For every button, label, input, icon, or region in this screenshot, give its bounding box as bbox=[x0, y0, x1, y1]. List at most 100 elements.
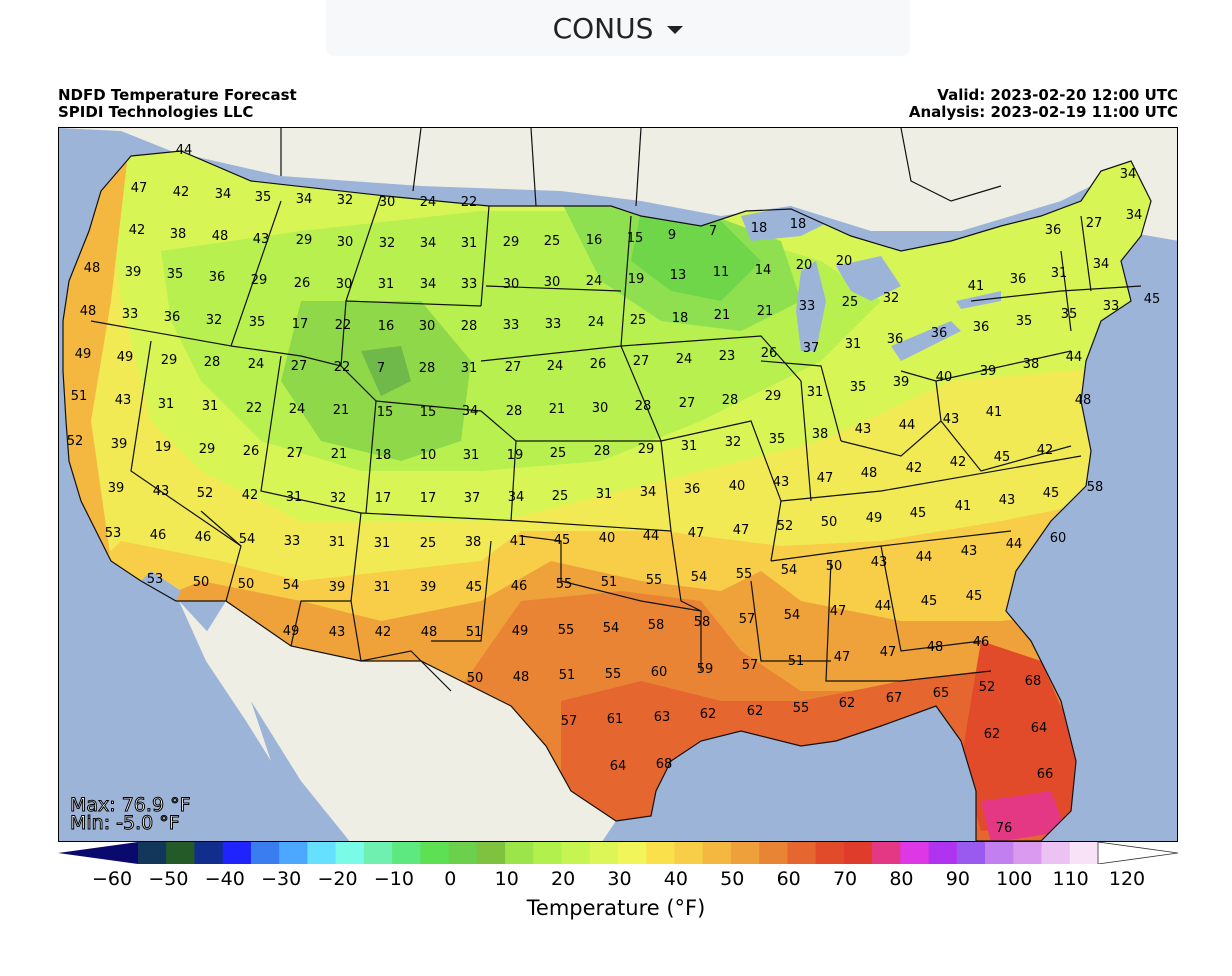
temperature-label: 18 bbox=[751, 221, 768, 236]
temperature-label: 30 bbox=[336, 277, 353, 292]
temperature-label: 28 bbox=[461, 319, 478, 334]
temperature-label: 20 bbox=[796, 258, 813, 273]
map-canvas: 44 47 42 34 35 34 32 30 24 22 42 38 48 43 29 30 32 34 31 29… bbox=[59, 128, 1177, 841]
temperature-label: 51 bbox=[788, 654, 805, 669]
temperature-label: 48 bbox=[421, 625, 438, 640]
colorbar-segment bbox=[250, 842, 280, 864]
temperature-label: 34 bbox=[215, 187, 232, 202]
temperature-label: 34 bbox=[1120, 167, 1137, 182]
temperature-label: 35 bbox=[850, 380, 867, 395]
temperature-label: 31 bbox=[202, 399, 219, 414]
temperature-label: 55 bbox=[793, 701, 810, 716]
analysis-time: Analysis: 2023-02-19 11:00 UTC bbox=[908, 103, 1178, 121]
region-selector[interactable]: CONUS bbox=[326, 0, 910, 56]
colorbar-segment bbox=[646, 842, 675, 864]
temperature-label: 46 bbox=[150, 528, 167, 543]
temperature-label: 44 bbox=[1066, 350, 1083, 365]
temperature-label: 55 bbox=[646, 573, 663, 588]
colorbar-tick-label: −30 bbox=[261, 868, 302, 890]
colorbar-segment bbox=[759, 842, 788, 864]
temperature-label: 25 bbox=[630, 313, 647, 328]
temperature-label: 16 bbox=[378, 319, 395, 334]
colorbar-segment bbox=[448, 842, 478, 864]
temperature-label: 38 bbox=[465, 535, 482, 550]
temperature-label: 7 bbox=[709, 224, 717, 239]
temperature-label: 53 bbox=[147, 572, 164, 587]
colorbar-max-extension bbox=[1097, 842, 1178, 864]
temperature-label: 21 bbox=[549, 402, 566, 417]
temperature-label: 51 bbox=[466, 625, 483, 640]
temperature-label: 27 bbox=[679, 396, 696, 411]
temperature-label: 36 bbox=[973, 320, 990, 335]
temperature-label: 41 bbox=[968, 279, 985, 294]
temperature-label: 25 bbox=[420, 536, 437, 551]
temperature-label: 55 bbox=[558, 623, 575, 638]
temperature-label: 57 bbox=[739, 612, 756, 627]
temperature-label: 23 bbox=[719, 349, 736, 364]
temperature-label: 44 bbox=[176, 143, 193, 158]
canada-land bbox=[59, 128, 1177, 241]
colorbar-tick-label: 80 bbox=[889, 868, 914, 890]
valid-time: Valid: 2023-02-20 12:00 UTC bbox=[937, 86, 1178, 104]
temperature-label: 38 bbox=[170, 227, 187, 242]
temperature-label: 36 bbox=[164, 310, 181, 325]
temperature-label: 48 bbox=[212, 229, 229, 244]
state-boundaries bbox=[62, 150, 1152, 841]
temperature-label: 30 bbox=[379, 195, 396, 210]
temperature-label: 29 bbox=[638, 442, 655, 457]
temperature-label: 54 bbox=[781, 563, 798, 578]
temperature-label: 47 bbox=[880, 645, 897, 660]
temperature-label: 67 bbox=[886, 691, 903, 706]
temperature-label: 34 bbox=[462, 404, 479, 419]
temperature-label: 15 bbox=[627, 231, 644, 246]
temperature-label: 68 bbox=[1025, 674, 1042, 689]
temperature-label: 39 bbox=[329, 580, 346, 595]
temperature-label: 31 bbox=[329, 535, 346, 550]
temperature-label: 31 bbox=[461, 361, 478, 376]
temperature-label: 33 bbox=[1103, 299, 1120, 314]
temperature-label: 33 bbox=[284, 534, 301, 549]
temperature-label: 43 bbox=[115, 393, 132, 408]
min-temperature: Min: -5.0 °F bbox=[70, 812, 181, 834]
temperature-label: 45 bbox=[466, 580, 483, 595]
temperature-label: 49 bbox=[866, 511, 883, 526]
temperature-label: 31 bbox=[374, 580, 391, 595]
temperature-label: 41 bbox=[955, 499, 972, 514]
temperature-label: 14 bbox=[755, 263, 772, 278]
temperature-labels: 44 47 42 34 35 34 32 30 24 22 42 38 48 43 29 30 32 34 31 29… bbox=[67, 143, 1161, 836]
temperature-label: 27 bbox=[287, 446, 304, 461]
temperature-label: 34 bbox=[420, 236, 437, 251]
temperature-label: 62 bbox=[839, 696, 856, 711]
temperature-label: 55 bbox=[605, 667, 622, 682]
colorbar-segment bbox=[872, 842, 901, 864]
temperature-label: 24 bbox=[248, 357, 265, 372]
temperature-label: 31 bbox=[845, 337, 862, 352]
colorbar-segment bbox=[505, 842, 534, 864]
colorbar-segment bbox=[1041, 842, 1071, 864]
temperature-label: 24 bbox=[586, 274, 603, 289]
lake-michigan bbox=[796, 261, 826, 351]
temperature-label: 46 bbox=[195, 530, 212, 545]
colorbar-segment bbox=[279, 842, 308, 864]
temperature-label: 60 bbox=[651, 665, 668, 680]
temperature-label: 43 bbox=[943, 412, 960, 427]
temperature-label: 63 bbox=[654, 710, 671, 725]
temperature-label: 29 bbox=[296, 233, 313, 248]
temperature-label: 48 bbox=[513, 670, 530, 685]
temperature-label: 48 bbox=[1075, 393, 1092, 408]
temperature-label: 29 bbox=[503, 235, 520, 250]
temperature-label: 46 bbox=[511, 579, 528, 594]
colorbar-segment bbox=[335, 842, 365, 864]
temperature-label: 27 bbox=[1086, 216, 1103, 231]
temperature-label: 30 bbox=[503, 277, 520, 292]
temperature-label: 34 bbox=[1126, 208, 1143, 223]
region-selector-label: CONUS bbox=[552, 11, 654, 45]
colorbar-segment bbox=[1069, 842, 1099, 864]
map-header-right: Valid: 2023-02-20 12:00 UTC Analysis: 20… bbox=[909, 87, 1178, 121]
temperature-label: 31 bbox=[374, 536, 391, 551]
temperature-label: 30 bbox=[337, 235, 354, 250]
temperature-label: 32 bbox=[379, 236, 396, 251]
temperature-label: 45 bbox=[1144, 292, 1161, 307]
colorbar-label: Temperature (°F) bbox=[526, 896, 706, 920]
temperature-label: 34 bbox=[508, 490, 525, 505]
